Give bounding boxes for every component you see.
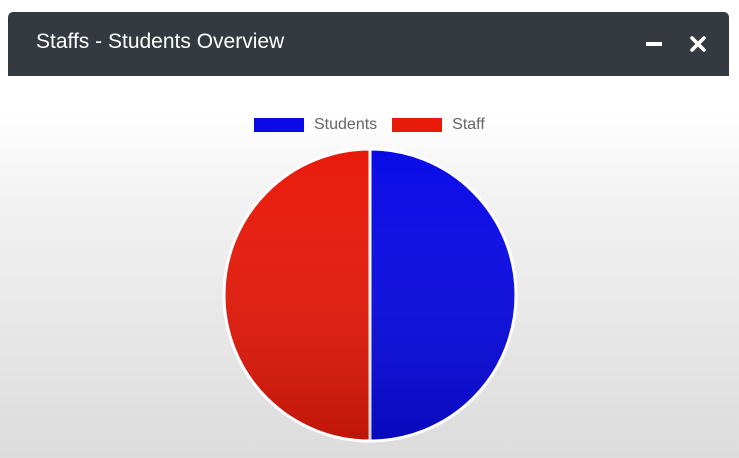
pie-slice-students[interactable] [368,147,518,443]
legend-item-students[interactable]: Students [254,116,377,134]
legend-label: Students [314,116,378,133]
legend-label: Staff [452,116,485,133]
times-icon [690,36,706,52]
chart-legend: Students Staff [254,116,500,134]
pie-chart: Students Staff [0,76,739,458]
minimize-button[interactable] [640,28,668,58]
pie-slice-staff[interactable] [222,147,372,443]
minus-icon [646,42,662,46]
pie-chart-canvas [222,147,518,443]
legend-item-staff[interactable]: Staff [392,116,485,134]
close-button[interactable] [684,28,712,58]
legend-swatch [254,118,304,132]
legend-swatch [392,118,443,132]
card-header: Staffs - Students Overview [8,12,729,76]
card-title: Staffs - Students Overview [36,30,285,53]
